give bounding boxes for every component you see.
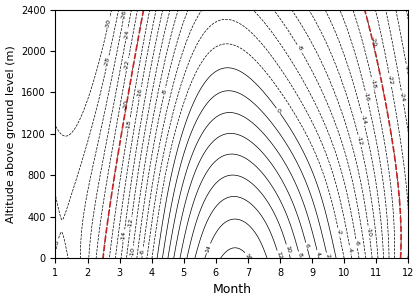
Text: -12: -12 [128,218,134,229]
Text: -16: -16 [363,92,370,102]
Text: -14: -14 [360,114,367,125]
Text: -24: -24 [399,92,406,102]
Text: 14: 14 [205,244,212,253]
Text: 0: 0 [275,108,281,114]
Text: -20: -20 [369,37,376,47]
Text: 10: 10 [284,245,291,254]
Text: -2: -2 [336,228,342,236]
Text: 8: 8 [297,252,302,257]
Text: -18: -18 [369,78,376,89]
Text: -28: -28 [53,239,60,250]
Text: -8: -8 [296,44,303,52]
Text: -14: -14 [121,230,127,241]
Text: -6: -6 [354,240,360,247]
Y-axis label: Altitude above ground level (m): Altitude above ground level (m) [5,45,16,223]
X-axis label: Month: Month [213,284,251,297]
Text: -26: -26 [121,9,128,20]
Text: -10: -10 [129,247,136,257]
Text: -6: -6 [140,249,146,255]
Text: -24: -24 [123,29,130,40]
Text: 12: 12 [275,251,282,260]
Text: -16: -16 [137,88,144,99]
Text: 2: 2 [324,253,330,258]
Text: -22: -22 [387,74,394,85]
Text: 16: 16 [244,252,252,261]
Text: -26: -26 [404,65,411,76]
Text: 4: 4 [315,251,320,256]
Text: -8: -8 [161,88,168,95]
Text: -30: -30 [105,18,112,29]
Text: -4: -4 [347,246,353,253]
Text: -20: -20 [123,99,130,110]
Text: 6: 6 [304,243,310,248]
Text: -28: -28 [104,56,111,68]
Text: -10: -10 [366,226,372,237]
Text: -18: -18 [126,119,132,130]
Text: -12: -12 [356,135,363,146]
Text: -22: -22 [124,59,131,70]
